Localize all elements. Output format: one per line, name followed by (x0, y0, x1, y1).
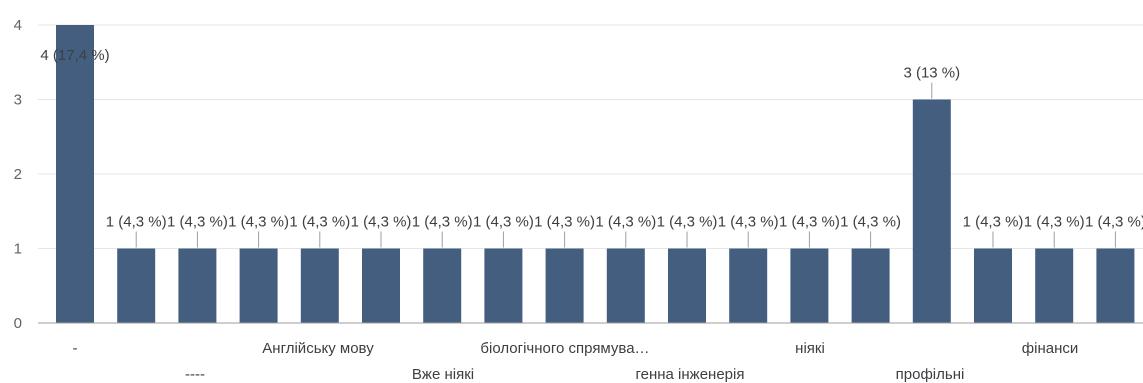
y-axis-ticks: 0 1 2 3 4 (14, 17, 22, 332)
x-category-label: Вже ніякі (412, 366, 474, 383)
y-tick-label: 3 (14, 92, 22, 109)
gridlines (38, 24, 1143, 249)
data-label: 1 (4,3 %) (718, 214, 779, 231)
y-tick-label: 4 (14, 17, 22, 34)
bar (1096, 248, 1135, 323)
y-tick-label: 1 (14, 241, 22, 258)
data-label: 4 (17,4 %) (40, 47, 109, 64)
x-category-label: Англійську мову (262, 340, 374, 357)
data-label: 1 (4,3 %) (1024, 214, 1085, 231)
bar (790, 248, 829, 323)
x-category-label: біологічного спрямува… (480, 340, 649, 357)
x-category-label: ніякі (795, 340, 825, 357)
data-label: 1 (4,3 %) (840, 214, 901, 231)
data-label: 1 (4,3 %) (657, 214, 718, 231)
bar (362, 248, 400, 323)
data-label: 1 (4,3 %) (228, 214, 289, 231)
x-category-label: - (73, 340, 78, 357)
bar (606, 248, 645, 323)
data-label: 1 (4,3 %) (412, 214, 473, 231)
data-label: 1 (4,3 %) (534, 214, 595, 231)
x-category-label: ---- (185, 366, 205, 383)
bar (300, 248, 339, 323)
bar (423, 248, 462, 323)
bar (178, 248, 217, 323)
data-label: 1 (4,3 %) (1085, 214, 1143, 231)
bar (668, 248, 706, 323)
x-category-label: фінанси (1022, 340, 1078, 357)
bar (1035, 248, 1074, 323)
bar (545, 248, 584, 323)
data-label: 1 (4,3 %) (351, 214, 412, 231)
data-label: 3 (13 %) (903, 65, 960, 82)
data-label: 1 (4,3 %) (167, 214, 228, 231)
x-category-label: генна інженерія (636, 366, 745, 383)
data-label: 1 (4,3 %) (963, 214, 1024, 231)
bar (117, 248, 156, 323)
data-label-leaders (135, 82, 1116, 248)
data-label: 1 (4,3 %) (106, 214, 167, 231)
bars (56, 25, 1135, 323)
bar (239, 248, 278, 323)
y-tick-label: 0 (14, 315, 22, 332)
bar (56, 25, 94, 323)
bar (851, 248, 890, 323)
bar (729, 248, 768, 323)
x-category-label: профільні (896, 366, 965, 383)
y-tick-label: 2 (14, 166, 22, 183)
data-label: 1 (4,3 %) (289, 214, 350, 231)
data-labels: 4 (17,4 %)1 (4,3 %) 1 (4,3 %) 1 (4,3 %) 1 (… (40, 47, 1143, 231)
bar (974, 248, 1012, 323)
bar (912, 99, 951, 323)
data-label: 1 (4,3 %) (473, 214, 534, 231)
bar (484, 248, 523, 323)
data-label: 1 (4,3 %) (779, 214, 840, 231)
data-label: 1 (4,3 %) (595, 214, 656, 231)
